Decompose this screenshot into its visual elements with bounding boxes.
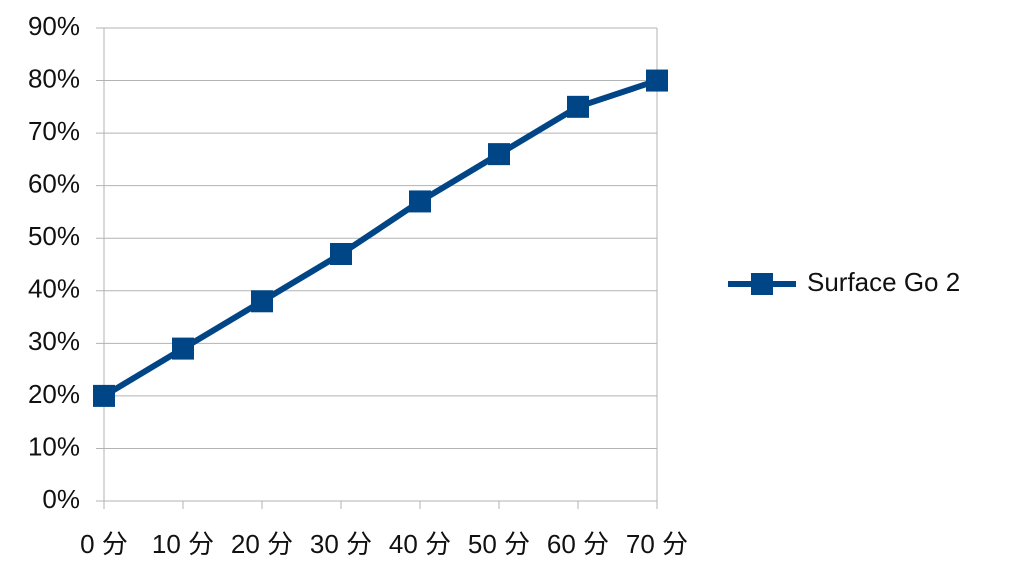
point-marker <box>409 190 431 213</box>
y-tick-label: 10% <box>28 431 80 461</box>
y-tick-label: 30% <box>28 326 80 356</box>
point-marker <box>330 242 352 265</box>
y-tick-label: 70% <box>28 116 80 146</box>
point-marker <box>172 337 194 360</box>
y-tick-label: 50% <box>28 221 80 251</box>
x-tick-label: 60 分 <box>547 529 609 559</box>
point-marker <box>488 143 510 166</box>
legend-marker <box>751 273 773 295</box>
y-tick-label: 0% <box>42 484 80 514</box>
point-marker <box>93 384 115 407</box>
x-tick-label: 20 分 <box>231 529 293 559</box>
series-line <box>102 77 658 399</box>
y-tick-label: 90% <box>28 11 80 41</box>
x-tick-label: 40 分 <box>389 529 451 559</box>
x-tick-label: 30 分 <box>310 529 372 559</box>
y-tick-label: 20% <box>28 379 80 409</box>
legend-label: Surface Go 2 <box>807 267 960 297</box>
x-tick-label: 50 分 <box>468 529 530 559</box>
x-tick-label: 70 分 <box>626 529 688 559</box>
point-marker <box>646 69 668 92</box>
point-marker <box>567 95 589 118</box>
y-tick-label: 80% <box>28 63 80 93</box>
point-marker <box>251 290 273 313</box>
y-tick-label: 40% <box>28 274 80 304</box>
x-tick-label: 0 分 <box>80 529 128 559</box>
y-tick-label: 60% <box>28 169 80 199</box>
x-tick-label: 10 分 <box>152 529 214 559</box>
